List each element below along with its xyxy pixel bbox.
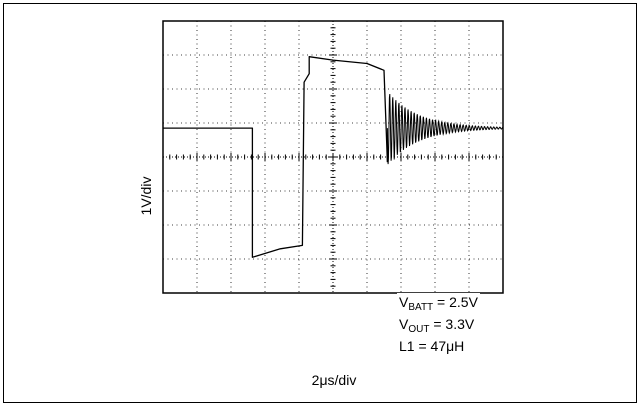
- ringing-trace: [386, 93, 504, 165]
- annotation-vout: VOUT = 3.3V: [397, 315, 477, 339]
- annotation-vbatt-value: = 2.5V: [433, 294, 478, 310]
- x-axis-label: 2μs/div: [311, 372, 357, 388]
- plot-border: [162, 20, 504, 294]
- annotation-vbatt-sub: BATT: [408, 302, 434, 313]
- annotation-vout-sub: OUT: [408, 324, 430, 335]
- annotation-vbatt: VBATT = 2.5V: [397, 293, 480, 317]
- y-axis-label: 1V/div: [138, 176, 154, 216]
- annotation-vout-var: V: [399, 316, 409, 332]
- annotation-vbatt-var: V: [399, 294, 409, 310]
- annotation-l1: L1 = 47μH: [397, 337, 467, 355]
- annotation-vout-value: = 3.3V: [429, 316, 475, 332]
- waveform-trace: [163, 56, 389, 258]
- figure-frame: [3, 3, 637, 403]
